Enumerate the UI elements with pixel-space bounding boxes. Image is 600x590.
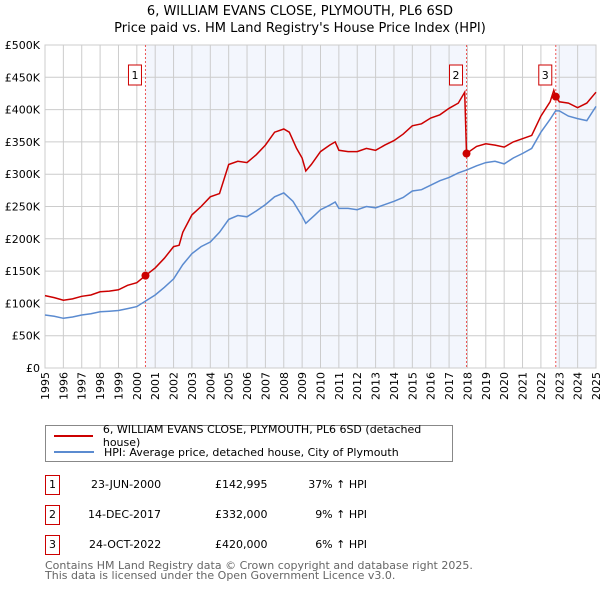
y-tick-label: £450K — [5, 71, 41, 84]
sale-date: 24-OCT-2022 — [89, 538, 162, 551]
y-tick-label: £350K — [5, 136, 41, 149]
x-tick-label: 1996 — [57, 372, 70, 400]
x-tick-label: 2001 — [149, 372, 162, 400]
sale-price: £332,000 — [215, 508, 268, 521]
legend-swatch-blue — [54, 451, 94, 453]
x-tick-label: 1997 — [76, 372, 89, 400]
x-tick-label: 2025 — [590, 372, 600, 400]
sale-point — [551, 92, 560, 101]
sale-point — [462, 149, 471, 158]
x-tick-label: 1998 — [94, 372, 107, 400]
legend-item-hpi: HPI: Average price, detached house, City… — [54, 444, 399, 460]
legend: 6, WILLIAM EVANS CLOSE, PLYMOUTH, PL6 6S… — [45, 423, 453, 462]
x-tick-label: 2004 — [204, 372, 217, 400]
y-tick-label: £300K — [5, 168, 41, 181]
sale-price: £420,000 — [215, 538, 268, 551]
sale-label-box — [449, 64, 464, 86]
sale-hpi: 6% ↑ HPI — [315, 538, 367, 551]
y-tick-label: £500K — [5, 39, 41, 52]
x-tick-label: 2013 — [370, 372, 383, 400]
sale-label-box — [538, 64, 553, 86]
y-tick-label: £0 — [26, 362, 40, 375]
plot-frame — [44, 44, 597, 369]
chart-subtitle: Price paid vs. HM Land Registry's House … — [114, 21, 486, 36]
hpi-line — [44, 105, 597, 320]
x-tick-label: 2010 — [315, 372, 328, 400]
sale-price: £142,995 — [215, 478, 268, 491]
x-tick-label: 2022 — [535, 372, 548, 400]
sale-marker: 2 — [45, 505, 60, 525]
legend-label: HPI: Average price, detached house, City… — [104, 445, 399, 459]
price-chart: 1995 1996 1997 1998 1999 2000 2001 2002 2003 2004… — [5, 39, 600, 400]
x-tick-label: 2003 — [186, 372, 199, 400]
legend-label: 6, WILLIAM EVANS CLOSE, PLYMOUTH, PL6 6S… — [102, 423, 422, 449]
x-tick-label: 2017 — [443, 372, 456, 400]
x-tick-label: 2021 — [517, 372, 530, 400]
y-tick-label: £50K — [12, 330, 41, 343]
sale-label: 1 — [131, 69, 138, 82]
x-tick-label: 2024 — [572, 372, 585, 400]
x-tick-label: 1995 — [39, 372, 52, 400]
x-tick-label: 2005 — [223, 372, 236, 400]
sale-label: 3 — [542, 69, 549, 82]
x-tick-label: 2012 — [351, 372, 364, 400]
sale-point — [141, 271, 150, 280]
sale-date: 14-DEC-2017 — [88, 508, 162, 521]
sale-label: 2 — [453, 69, 460, 82]
y-tick-label: £250K — [5, 201, 41, 214]
x-tick-label: 2007 — [259, 372, 272, 400]
sale-row: 3 24-OCT-2022 £420,000 6% ↑ HPI — [45, 535, 445, 555]
x-tick-label: 2009 — [296, 372, 309, 400]
y-tick-label: £400K — [5, 104, 41, 117]
sale-marker: 3 — [45, 535, 60, 555]
x-tick-label: 2014 — [388, 372, 401, 400]
x-tick-label: 2020 — [498, 372, 511, 400]
legend-item-property: 6, WILLIAM EVANS CLOSE, PLYMOUTH, PL6 6S… — [54, 423, 452, 449]
y-tick-label: £100K — [5, 297, 41, 310]
x-tick-label: 2011 — [333, 372, 346, 400]
legend-swatch-red — [54, 435, 93, 437]
x-tick-label: 2016 — [425, 372, 438, 400]
x-tick-label: 2019 — [480, 372, 493, 400]
y-tick-label: £150K — [5, 265, 41, 278]
chart-title: 6, WILLIAM EVANS CLOSE, PLYMOUTH, PL6 6S… — [146, 4, 454, 19]
sale-hpi: 9% ↑ HPI — [315, 508, 367, 521]
sale-hpi: 37% ↑ HPI — [308, 478, 367, 491]
x-tick-label: 2023 — [553, 372, 566, 400]
x-tick-label: 2015 — [406, 372, 419, 400]
sale-marker: 1 — [45, 475, 60, 495]
sale-date: 23-JUN-2000 — [91, 478, 162, 491]
footer-licence: This data is licensed under the Open Gov… — [45, 569, 396, 582]
sale-label-box — [127, 64, 142, 86]
x-tick-label: 2008 — [278, 372, 291, 400]
x-tick-label: 2006 — [241, 372, 254, 400]
footer-copyright: Contains HM Land Registry data © Crown c… — [45, 559, 473, 572]
x-tick-label: 2000 — [131, 372, 144, 400]
y-tick-label: £200K — [5, 233, 41, 246]
x-tick-label: 1999 — [112, 372, 125, 400]
sale-row: 2 14-DEC-2017 £332,000 9% ↑ HPI — [45, 505, 445, 525]
x-tick-label: 2002 — [168, 372, 181, 400]
sale-row: 1 23-JUN-2000 £142,995 37% ↑ HPI — [45, 475, 445, 495]
x-tick-label: 2018 — [461, 372, 474, 400]
